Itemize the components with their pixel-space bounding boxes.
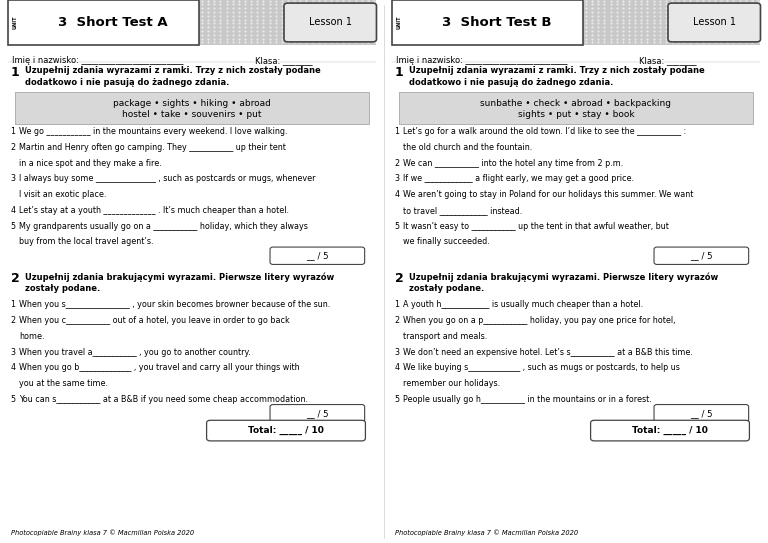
Text: We aren’t going to stay in Poland for our holidays this summer. We want: We aren’t going to stay in Poland for ou… <box>403 190 694 199</box>
Text: home.: home. <box>19 332 45 341</box>
Text: 1: 1 <box>394 127 399 136</box>
Text: I always buy some _______________ , such as postcards or mugs, whenever: I always buy some _______________ , such… <box>19 174 316 184</box>
Text: 3: 3 <box>394 348 399 357</box>
Text: Imię i nazwisko: ________________________: Imię i nazwisko: _______________________… <box>12 56 183 65</box>
Text: 2: 2 <box>395 272 403 285</box>
Text: hostel • take • souvenirs • put: hostel • take • souvenirs • put <box>122 110 262 119</box>
Bar <box>392 0 584 45</box>
FancyBboxPatch shape <box>207 420 366 441</box>
Bar <box>15 92 369 124</box>
Bar <box>399 92 753 124</box>
Text: 5: 5 <box>10 395 15 404</box>
Text: 4: 4 <box>10 363 15 372</box>
Text: in a nice spot and they make a fire.: in a nice spot and they make a fire. <box>19 159 162 168</box>
Text: We like buying s_____________ , such as mugs or postcards, to help us: We like buying s_____________ , such as … <box>403 363 680 372</box>
Bar <box>8 0 376 45</box>
Text: zostały podane.: zostały podane. <box>25 284 100 293</box>
Text: 3: 3 <box>10 348 15 357</box>
Text: A youth h____________ is usually much cheaper than a hotel.: A youth h____________ is usually much ch… <box>403 300 644 310</box>
Text: When you go b_____________ , you travel and carry all your things with: When you go b_____________ , you travel … <box>19 363 300 372</box>
Text: Uzupełnij zdania brakującymi wyrazami. Pierwsze litery wyrazów: Uzupełnij zdania brakującymi wyrazami. P… <box>25 272 334 281</box>
Text: we finally succeeded.: we finally succeeded. <box>403 237 490 247</box>
Text: 4: 4 <box>394 190 399 199</box>
Text: We go ___________ in the mountains every weekend. I love walking.: We go ___________ in the mountains every… <box>19 127 288 136</box>
Text: 5: 5 <box>10 222 15 231</box>
Text: Lesson 1: Lesson 1 <box>693 17 736 28</box>
Text: You can s___________ at a B&B if you need some cheap accommodation.: You can s___________ at a B&B if you nee… <box>19 395 308 404</box>
Text: __ / 5: __ / 5 <box>306 409 329 418</box>
Text: zostały podane.: zostały podane. <box>409 284 484 293</box>
Text: __ / 5: __ / 5 <box>690 251 713 260</box>
Text: transport and meals.: transport and meals. <box>403 332 488 341</box>
FancyBboxPatch shape <box>270 405 365 422</box>
FancyBboxPatch shape <box>668 3 760 42</box>
FancyBboxPatch shape <box>270 247 365 264</box>
Text: buy from the local travel agent’s.: buy from the local travel agent’s. <box>19 237 154 247</box>
Text: When you s________________ , your skin becomes browner because of the sun.: When you s________________ , your skin b… <box>19 300 330 310</box>
Text: UNIT: UNIT <box>397 16 402 29</box>
Text: __ / 5: __ / 5 <box>306 251 329 260</box>
Text: 4: 4 <box>10 206 15 215</box>
Text: When you c___________ out of a hotel, you leave in order to go back: When you c___________ out of a hotel, yo… <box>19 316 290 325</box>
Text: 2: 2 <box>10 316 15 325</box>
Text: When you go on a p___________ holiday, you pay one price for hotel,: When you go on a p___________ holiday, y… <box>403 316 676 325</box>
Text: Photocopiable Brainy klasa 7 © Macmillan Polska 2020: Photocopiable Brainy klasa 7 © Macmillan… <box>11 530 194 536</box>
Text: 4: 4 <box>394 363 399 372</box>
FancyBboxPatch shape <box>284 3 376 42</box>
Text: remember our holidays.: remember our holidays. <box>403 379 500 388</box>
Text: We don’t need an expensive hotel. Let’s s___________ at a B&B this time.: We don’t need an expensive hotel. Let’s … <box>403 348 693 357</box>
Text: Imię i nazwisko: ________________________: Imię i nazwisko: _______________________… <box>396 56 567 65</box>
Text: 3: 3 <box>10 174 15 184</box>
Text: sights • put • stay • book: sights • put • stay • book <box>518 110 634 119</box>
Text: 2: 2 <box>394 159 399 168</box>
Text: If we ____________ a flight early, we may get a good price.: If we ____________ a flight early, we ma… <box>403 174 634 184</box>
Bar <box>8 0 200 45</box>
Text: Uzupełnij zdania brakującymi wyrazami. Pierwsze litery wyrazów: Uzupełnij zdania brakującymi wyrazami. P… <box>409 272 718 281</box>
Text: 2: 2 <box>10 143 15 152</box>
Text: It wasn’t easy to ___________ up the tent in that awful weather, but: It wasn’t easy to ___________ up the ten… <box>403 222 669 231</box>
FancyBboxPatch shape <box>591 420 750 441</box>
Text: 5: 5 <box>394 222 399 231</box>
FancyBboxPatch shape <box>654 405 749 422</box>
Text: Uzupełnij zdania wyrazami z ramki. Trzy z nich zostały podane: Uzupełnij zdania wyrazami z ramki. Trzy … <box>409 66 704 75</box>
Text: 2: 2 <box>394 316 399 325</box>
Text: Let’s stay at a youth _____________ . It’s much cheaper than a hotel.: Let’s stay at a youth _____________ . It… <box>19 206 290 215</box>
Text: People usually go h___________ in the mountains or in a forest.: People usually go h___________ in the mo… <box>403 395 652 404</box>
Text: Klasa: _______: Klasa: _______ <box>639 56 697 65</box>
Text: Klasa: _______: Klasa: _______ <box>255 56 313 65</box>
Text: 5: 5 <box>394 395 399 404</box>
Text: sunbathe • check • abroad • backpacking: sunbathe • check • abroad • backpacking <box>481 99 671 108</box>
Text: 1: 1 <box>394 300 399 310</box>
Text: Total: _____ / 10: Total: _____ / 10 <box>632 426 708 435</box>
Text: Total: _____ / 10: Total: _____ / 10 <box>248 426 324 435</box>
Text: I visit an exotic place.: I visit an exotic place. <box>19 190 107 199</box>
Text: package • sights • hiking • abroad: package • sights • hiking • abroad <box>113 99 271 108</box>
Text: dodatkowo i nie pasują do żadnego zdania.: dodatkowo i nie pasują do żadnego zdania… <box>409 78 613 87</box>
Text: UNIT: UNIT <box>13 16 18 29</box>
Text: My grandparents usually go on a ___________ holiday, which they always: My grandparents usually go on a ________… <box>19 222 308 231</box>
Text: Let’s go for a walk around the old town. I’d like to see the ___________ :: Let’s go for a walk around the old town.… <box>403 127 687 136</box>
Text: Uzupełnij zdania wyrazami z ramki. Trzy z nich zostały podane: Uzupełnij zdania wyrazami z ramki. Trzy … <box>25 66 320 75</box>
FancyBboxPatch shape <box>654 247 749 264</box>
Text: 3  Short Test B: 3 Short Test B <box>442 16 552 29</box>
Text: Martin and Henry often go camping. They ___________ up their tent: Martin and Henry often go camping. They … <box>19 143 286 152</box>
Text: When you travel a___________ , you go to another country.: When you travel a___________ , you go to… <box>19 348 251 357</box>
Text: 1: 1 <box>10 127 15 136</box>
Text: you at the same time.: you at the same time. <box>19 379 108 388</box>
Text: 2: 2 <box>11 272 19 285</box>
Text: 1: 1 <box>395 66 403 79</box>
Bar <box>392 0 760 45</box>
Text: to travel ____________ instead.: to travel ____________ instead. <box>403 206 522 215</box>
Text: We can ___________ into the hotel any time from 2 p.m.: We can ___________ into the hotel any ti… <box>403 159 624 168</box>
Text: 1: 1 <box>11 66 19 79</box>
Text: the old church and the fountain.: the old church and the fountain. <box>403 143 532 152</box>
Text: 3  Short Test A: 3 Short Test A <box>58 16 168 29</box>
Text: 1: 1 <box>10 300 15 310</box>
Text: dodatkowo i nie pasują do żadnego zdania.: dodatkowo i nie pasują do żadnego zdania… <box>25 78 229 87</box>
Text: __ / 5: __ / 5 <box>690 409 713 418</box>
Text: 3: 3 <box>394 174 399 184</box>
Text: Lesson 1: Lesson 1 <box>309 17 352 28</box>
Text: Photocopiable Brainy klasa 7 © Macmillan Polska 2020: Photocopiable Brainy klasa 7 © Macmillan… <box>395 530 578 536</box>
